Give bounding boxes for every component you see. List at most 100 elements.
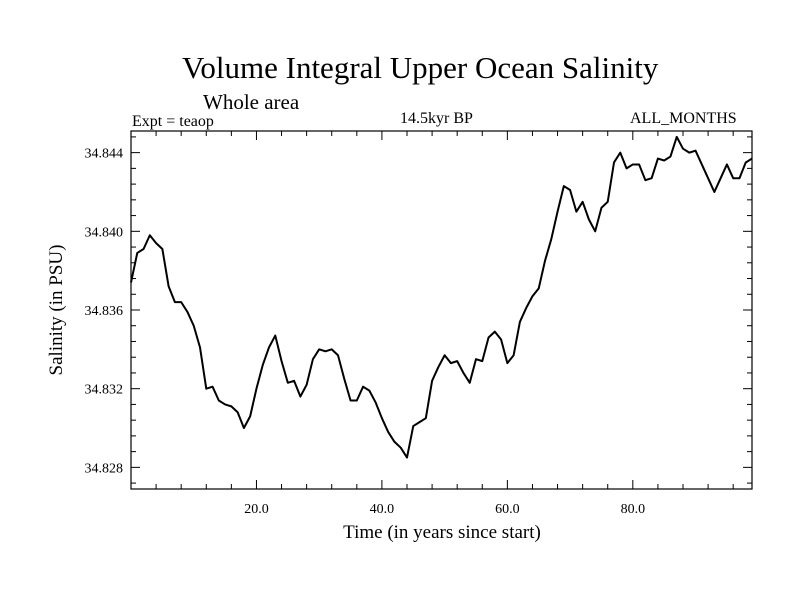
data-point — [350, 399, 352, 401]
data-point — [406, 457, 408, 459]
data-point — [431, 380, 433, 382]
y-tick-label: 34.844 — [85, 147, 124, 162]
data-point — [626, 167, 628, 169]
data-point — [651, 177, 653, 179]
data-point — [180, 301, 182, 303]
axes: 20.0 40.0 60.0 80.0 34.828 34.832 34.836 34.840… — [85, 131, 752, 517]
data-point — [143, 248, 145, 250]
data-point — [669, 156, 671, 158]
data-point — [745, 161, 747, 163]
data-point — [713, 191, 715, 193]
data-point — [412, 425, 414, 427]
data-point — [318, 348, 320, 350]
y-tick-label: 34.832 — [85, 383, 124, 398]
data-point — [375, 401, 377, 403]
data-point — [293, 380, 295, 382]
data-point — [136, 252, 138, 254]
data-point — [337, 354, 339, 356]
data-point — [688, 152, 690, 154]
data-point — [613, 161, 615, 163]
data-point — [281, 360, 283, 362]
data-point — [331, 348, 333, 350]
data-point — [582, 201, 584, 203]
data-point — [726, 163, 728, 165]
data-point — [557, 211, 559, 213]
data-point — [362, 386, 364, 388]
months-label: ALL_MONTHS — [630, 110, 737, 127]
data-point — [538, 287, 540, 289]
data-point — [506, 362, 508, 364]
data-point — [312, 358, 314, 360]
data-point — [381, 417, 383, 419]
data-point — [149, 234, 151, 236]
data-point — [262, 364, 264, 366]
data-point — [607, 201, 609, 203]
data-point — [720, 177, 722, 179]
data-point — [644, 179, 646, 181]
data-point — [638, 163, 640, 165]
y-tick-label: 34.840 — [85, 225, 124, 240]
data-point — [531, 295, 533, 297]
data-point — [682, 148, 684, 150]
data-point — [544, 260, 546, 262]
data-point — [563, 185, 565, 187]
data-point — [387, 431, 389, 433]
data-point — [676, 136, 678, 138]
data-point — [462, 372, 464, 374]
x-tick-label: 60.0 — [495, 502, 520, 517]
data-point — [475, 358, 477, 360]
data-point — [155, 242, 157, 244]
data-point — [230, 405, 232, 407]
data-point — [224, 403, 226, 405]
x-tick-label: 40.0 — [370, 502, 395, 517]
data-point — [400, 447, 402, 449]
data-point — [494, 331, 496, 333]
data-point — [456, 360, 458, 362]
data-point — [619, 152, 621, 154]
y-axis-label: Salinity (in PSU) — [46, 245, 67, 376]
data-point — [525, 307, 527, 309]
data-point — [243, 427, 245, 429]
data-point — [425, 417, 427, 419]
data-point — [343, 378, 345, 380]
data-point — [500, 339, 502, 341]
data-point — [168, 285, 170, 287]
data-point — [732, 177, 734, 179]
experiment-label: Expt = teaop — [132, 113, 214, 130]
chart-subtitle: Whole area — [203, 90, 300, 114]
data-point — [218, 399, 220, 401]
data-point — [419, 421, 421, 423]
data-point — [237, 411, 239, 413]
data-point — [513, 354, 515, 356]
data-point — [481, 360, 483, 362]
x-tick-label: 20.0 — [244, 502, 269, 517]
data-point — [588, 219, 590, 221]
data-point — [632, 163, 634, 165]
data-points — [130, 136, 753, 459]
data-point — [600, 207, 602, 209]
data-point — [299, 396, 301, 398]
data-point — [663, 160, 665, 162]
data-point — [575, 211, 577, 213]
data-point — [268, 346, 270, 348]
data-point — [174, 301, 176, 303]
data-point — [287, 382, 289, 384]
data-point — [695, 150, 697, 152]
plot-frame — [130, 130, 753, 490]
data-point — [205, 388, 207, 390]
data-point — [488, 337, 490, 339]
data-point — [519, 321, 521, 323]
data-point — [356, 399, 358, 401]
data-point — [444, 354, 446, 356]
data-point — [701, 163, 703, 165]
x-axis-label: Time (in years since start) — [343, 522, 541, 543]
data-point — [594, 230, 596, 232]
salinity-series-line — [130, 135, 753, 459]
data-point — [274, 335, 276, 337]
period-label: 14.5kyr BP — [400, 110, 473, 127]
data-point — [161, 248, 163, 250]
data-point — [368, 390, 370, 392]
chart-title: Volume Integral Upper Ocean Salinity — [182, 50, 659, 85]
data-point — [249, 415, 251, 417]
